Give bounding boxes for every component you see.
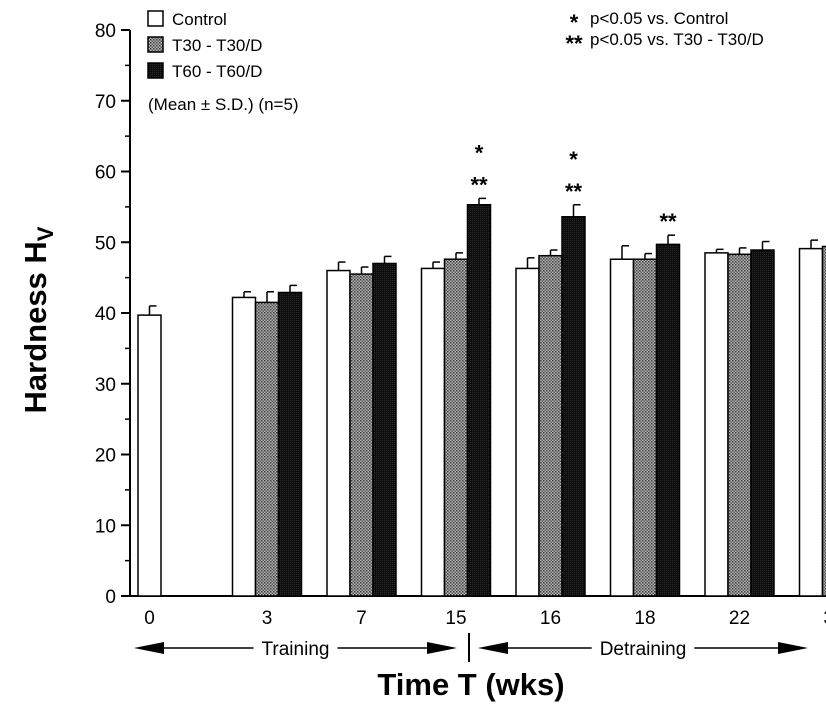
phase-arrows: Training Detraining [134,633,808,662]
bar [515,267,540,597]
legend-note: (Mean ± S.D.) (n=5) [148,95,299,114]
bar [655,243,681,597]
legend-swatch [147,36,164,53]
y-tick-label: 10 [95,516,116,537]
y-tick-label: 0 [105,587,116,608]
legend-label: Control [172,10,227,29]
bar [443,258,469,597]
x-axis-title: Time T (wks) [377,667,564,702]
legend-label: T60 - T60/D [172,62,262,81]
y-tick-label: 70 [95,92,116,113]
y-axis-title-main: Hardness H [18,241,53,413]
significance-marks: ******** [470,140,677,234]
bar [609,258,635,597]
bar [349,273,374,597]
x-tick-label: 30 [823,608,826,629]
arrow-head [478,642,508,654]
y-axis-title-subscript: V [33,226,58,241]
y-tick-label: 60 [95,163,116,184]
arrow-head [427,642,457,654]
bar [277,291,303,597]
bar [137,314,162,597]
bar [632,258,658,597]
significance-legend-text: p<0.05 vs. Control [590,9,728,28]
error-bars [148,197,818,316]
y-tick-label: 30 [95,375,116,396]
y-axis-title: Hardness HV [18,226,58,413]
bar [231,296,257,597]
y-tick-label: 40 [95,304,116,325]
y-tick-label: 20 [95,446,116,467]
bar [326,269,351,597]
y-tick-label: 80 [95,21,116,42]
bar [798,247,824,597]
arrow-head [778,642,808,654]
x-tick-label: 22 [729,608,750,629]
significance-mark: ** [470,172,488,197]
y-tick-labels: 0 10 20 30 40 50 60 70 80 [95,21,116,608]
x-tick-label: 18 [634,608,655,629]
bar [704,252,729,597]
legend-swatch [147,62,164,79]
significance-legend-text: p<0.05 vs. T30 - T30/D [590,30,764,49]
x-tick-label: 15 [445,608,466,629]
legend: Control T30 - T30/D T60 - T60/D [147,10,262,81]
bar [750,249,775,597]
x-tick-label: 0 [144,608,155,629]
bar [466,204,492,597]
x-tick-label: 3 [262,608,273,629]
phase-label: Detraining [600,639,687,660]
y-tick-label: 50 [95,233,116,254]
significance-legend-symbol: * [570,10,579,35]
x-tick-labels: 0 3 7 15 16 18 22 30 [144,608,826,629]
significance-mark: * [569,147,578,172]
bars [137,204,826,597]
arrow-head [134,642,164,654]
significance-legend-symbol: ** [565,31,583,56]
significance-mark: * [475,140,484,165]
bar [254,301,280,597]
bar [538,254,563,597]
significance-mark: ** [659,209,677,234]
bar [727,253,752,597]
phase-label: Training [262,639,330,660]
bar [372,262,397,597]
bar [420,267,446,597]
x-tick-label: 7 [356,608,367,629]
legend-swatch [147,10,164,27]
bar [821,245,826,597]
x-tick-label: 16 [540,608,561,629]
significance-mark: ** [565,179,583,204]
legend-label: T30 - T30/D [172,36,262,55]
bar [561,216,586,597]
significance-legend: * p<0.05 vs. Control ** p<0.05 vs. T30 - T3… [565,9,763,56]
